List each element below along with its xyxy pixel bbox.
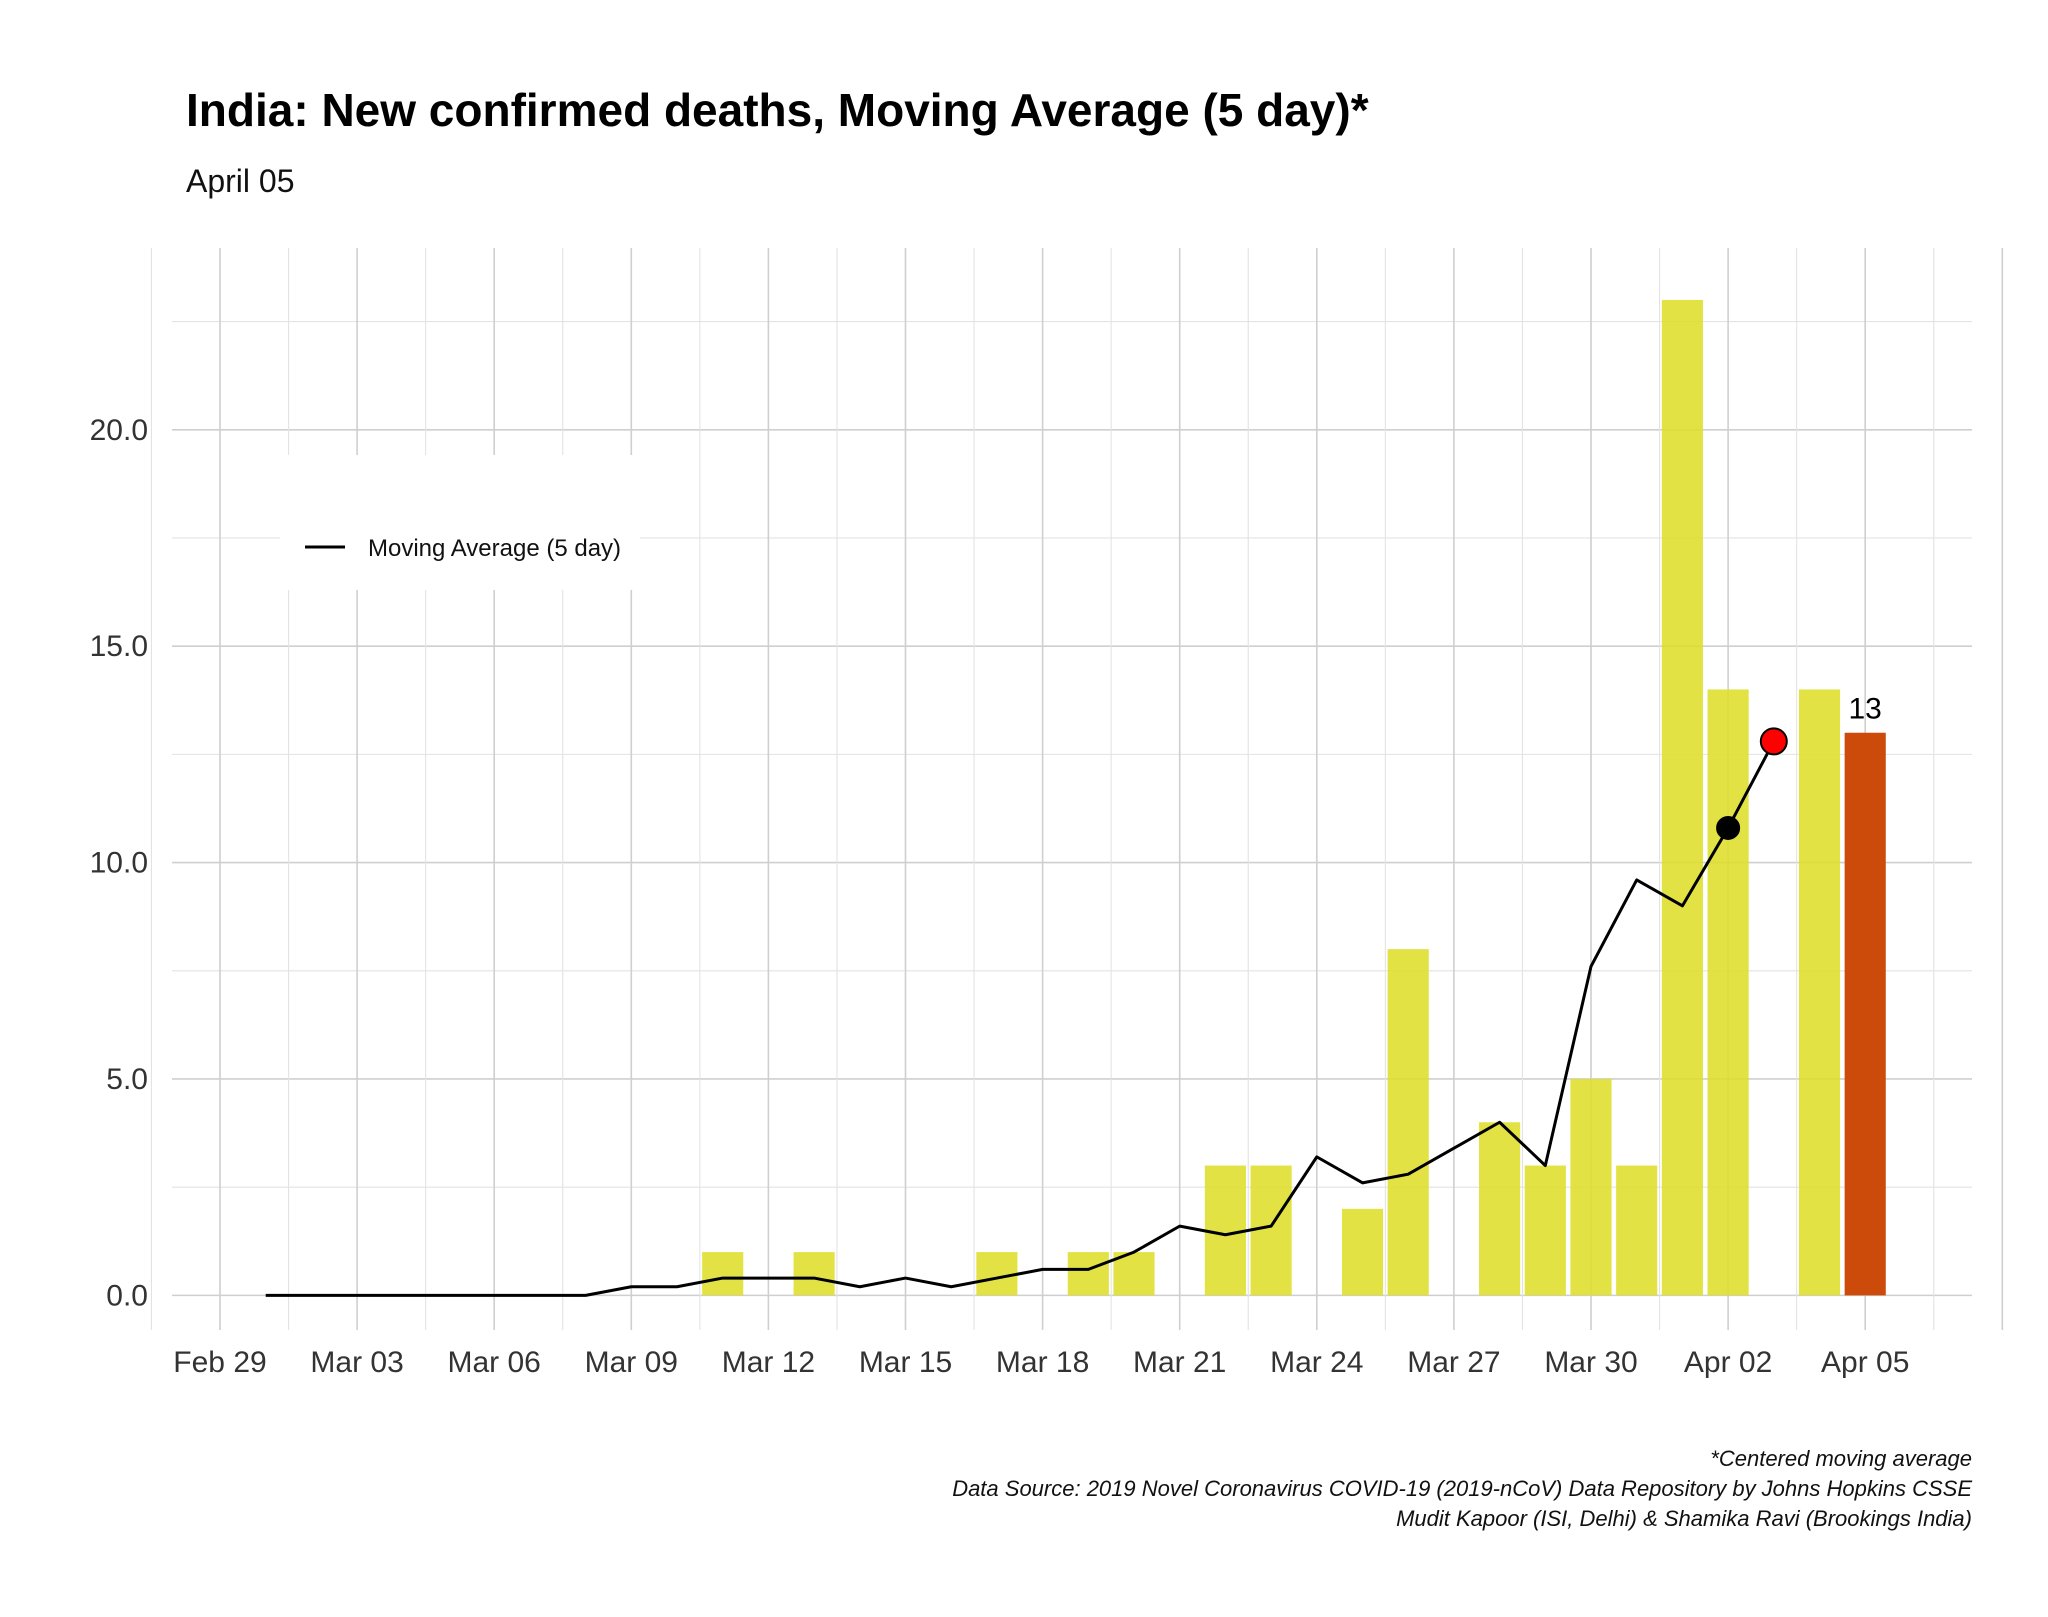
- bar: [1067, 1252, 1109, 1296]
- moving-average-layer: [265, 727, 1788, 1297]
- chart-subtitle: April 05: [186, 163, 295, 199]
- y-tick-label: 5.0: [106, 1063, 148, 1096]
- x-tick-label: Mar 18: [996, 1346, 1089, 1379]
- bar: [1707, 689, 1749, 1296]
- bar: [702, 1252, 744, 1296]
- bar-highlight: [1844, 732, 1886, 1296]
- bar: [1113, 1252, 1155, 1296]
- grid: [150, 248, 2004, 1330]
- bar: [1341, 1208, 1384, 1296]
- caption-line-1: *Centered moving average: [1710, 1446, 1972, 1471]
- x-tick-label: Feb 29: [173, 1346, 266, 1379]
- bar: [1479, 1122, 1521, 1296]
- legend-label: Moving Average (5 day): [368, 535, 621, 562]
- legend: Moving Average (5 day): [280, 455, 640, 590]
- bar: [1204, 1165, 1246, 1296]
- bar: [1387, 949, 1429, 1296]
- y-tick-label: 20.0: [90, 414, 148, 447]
- y-tick-label: 10.0: [90, 847, 148, 880]
- y-tick-label: 0.0: [106, 1279, 148, 1312]
- bar: [793, 1252, 835, 1296]
- x-axis: Feb 29 Mar 03 Mar 06 Mar 09 Mar 12 Mar 15 Mar …: [173, 1346, 1909, 1379]
- x-tick-label: Mar 30: [1544, 1346, 1637, 1379]
- bar: [1661, 299, 1703, 1296]
- x-tick-label: Mar 12: [722, 1346, 815, 1379]
- moving-average-latest-point: [1759, 727, 1788, 756]
- bar: [1524, 1165, 1566, 1296]
- caption: *Centered moving average Data Source: 20…: [952, 1446, 1972, 1531]
- bar: [1570, 1078, 1612, 1296]
- x-tick-label: Mar 24: [1270, 1346, 1363, 1379]
- bar: [1616, 1165, 1658, 1296]
- y-tick-label: 15.0: [90, 630, 148, 663]
- x-tick-label: Mar 27: [1407, 1346, 1500, 1379]
- bar: [1798, 689, 1841, 1296]
- legend-background: [280, 455, 640, 590]
- chart-title: India: New confirmed deaths, Moving Aver…: [186, 84, 1369, 136]
- x-tick-label: Mar 21: [1133, 1346, 1226, 1379]
- x-tick-label: Apr 02: [1684, 1346, 1772, 1379]
- bars: 13: [702, 299, 1886, 1296]
- caption-line-2: Data Source: 2019 Novel Coronavirus COVI…: [952, 1476, 1972, 1501]
- bar: [1250, 1165, 1292, 1296]
- x-tick-label: Mar 06: [448, 1346, 541, 1379]
- moving-average-point: [1716, 815, 1741, 840]
- bar: [976, 1252, 1018, 1296]
- caption-line-3: Mudit Kapoor (ISI, Delhi) & Shamika Ravi…: [1396, 1506, 1972, 1531]
- x-tick-label: Mar 09: [585, 1346, 678, 1379]
- moving-average-line: [265, 740, 1776, 1297]
- x-tick-label: Mar 03: [310, 1346, 403, 1379]
- x-tick-label: Mar 15: [859, 1346, 952, 1379]
- bar-value-label: 13: [1849, 693, 1882, 726]
- x-tick-label: Apr 05: [1821, 1346, 1909, 1379]
- y-axis: 0.0 5.0 10.0 15.0 20.0: [90, 414, 148, 1313]
